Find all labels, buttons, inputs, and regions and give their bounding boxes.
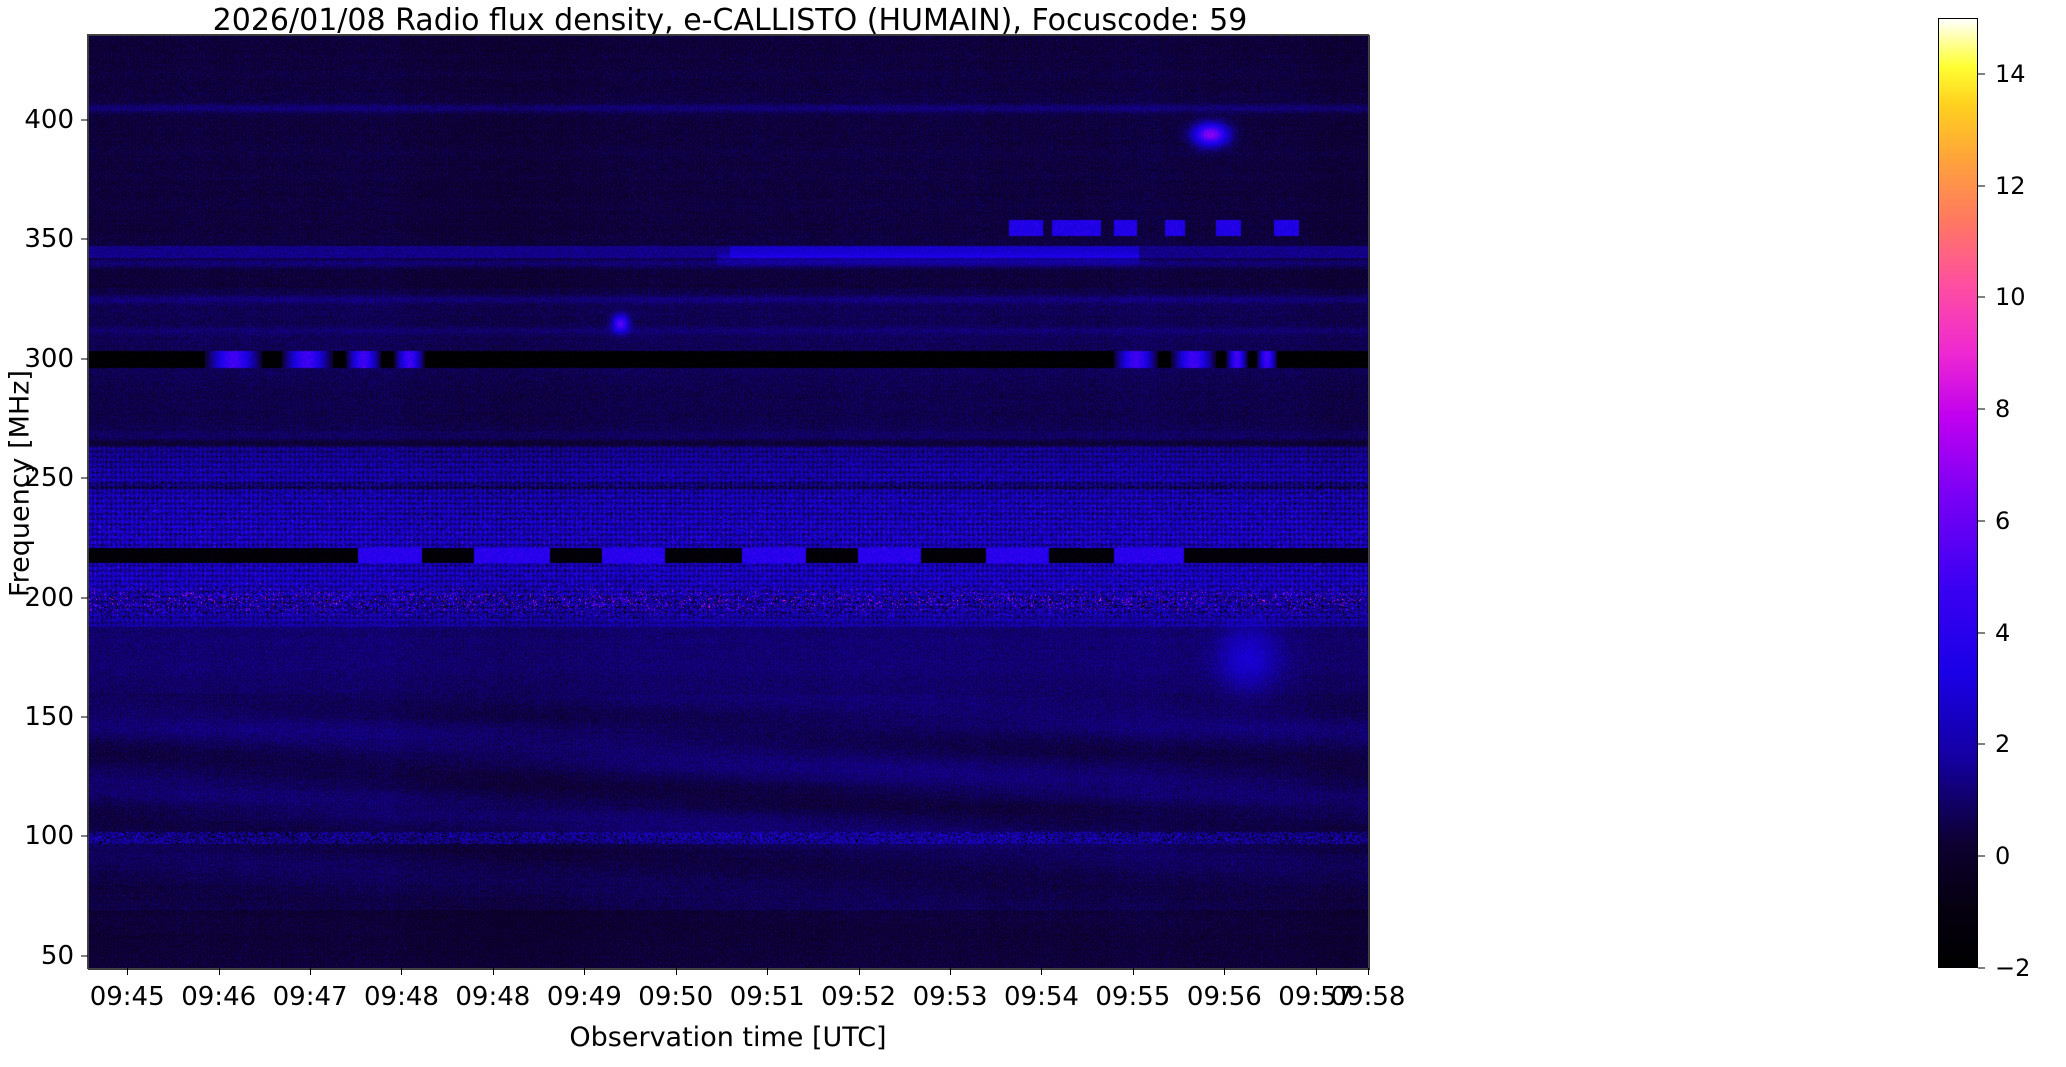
x-tick-mark xyxy=(1132,968,1134,975)
y-axis-label: Frequency [MHz] xyxy=(4,370,36,597)
y-tick-label: 200 xyxy=(24,582,74,613)
spectrogram-image xyxy=(89,36,1369,969)
colorbar-tick-label: 12 xyxy=(1995,171,2026,200)
x-tick-label: 09:56 xyxy=(1186,982,1262,1012)
y-tick-mark xyxy=(81,119,88,121)
colorbar-axis: 14 12 10 8 6 4 2 0 −2 xyxy=(1978,18,2058,982)
x-tick-mark xyxy=(1368,968,1369,975)
y-tick-mark xyxy=(81,835,88,837)
x-tick-mark xyxy=(584,968,586,975)
spectrogram-plot[interactable] xyxy=(88,35,1370,970)
y-axis: 400 350 300 250 200 150 100 50 xyxy=(0,35,88,971)
colorbar-tick-mark xyxy=(1978,408,1985,410)
y-tick-mark xyxy=(81,477,88,479)
x-axis-label: Observation time [UTC] xyxy=(569,1022,887,1053)
colorbar-tick-label: 4 xyxy=(1995,618,2011,647)
colorbar-tick-mark xyxy=(1978,855,1985,857)
colorbar-tick-label: 2 xyxy=(1995,730,2011,759)
page-title: 2026/01/08 Radio flux density, e-CALLIST… xyxy=(212,2,1248,38)
x-tick-label: 09:55 xyxy=(1095,982,1171,1012)
colorbar-tick-mark xyxy=(1978,73,1985,75)
x-tick-mark xyxy=(858,968,860,975)
colorbar-tick-mark xyxy=(1978,520,1985,522)
x-tick-label: 09:58 xyxy=(1330,982,1406,1012)
x-tick-mark xyxy=(675,968,677,975)
colorbar-gradient xyxy=(1938,18,1978,968)
x-tick-mark xyxy=(1315,968,1317,975)
y-tick-label: 350 xyxy=(24,224,74,255)
y-tick-label: 300 xyxy=(24,343,74,374)
x-tick-label: 09:46 xyxy=(181,982,257,1012)
x-tick-mark xyxy=(1041,968,1043,975)
x-tick-mark xyxy=(1224,968,1226,975)
y-tick-mark xyxy=(81,716,88,718)
x-tick-mark xyxy=(401,968,403,975)
x-tick-label: 09:57 xyxy=(1278,982,1354,1012)
y-tick-label: 150 xyxy=(24,702,74,733)
y-tick-label: 50 xyxy=(40,940,74,971)
colorbar-tick-mark xyxy=(1978,967,1985,969)
y-tick-label: 100 xyxy=(24,821,74,852)
y-tick-label: 400 xyxy=(24,104,74,135)
x-tick-label: 09:49 xyxy=(546,982,622,1012)
y-tick-mark xyxy=(81,597,88,599)
colorbar-tick-label: −2 xyxy=(1995,954,2031,982)
x-tick-label: 09:52 xyxy=(821,982,897,1012)
x-tick-mark xyxy=(767,968,769,975)
x-tick-label: 09:48 xyxy=(455,982,531,1012)
colorbar-tick-label: 6 xyxy=(1995,506,2011,535)
y-tick-mark xyxy=(81,238,88,240)
colorbar-tick-mark xyxy=(1978,296,1985,298)
x-tick-label: 09:51 xyxy=(729,982,805,1012)
colorbar-tick-mark xyxy=(1978,632,1985,634)
x-tick-mark xyxy=(127,968,129,975)
y-tick-mark xyxy=(81,955,88,957)
x-tick-label: 09:50 xyxy=(638,982,714,1012)
colorbar-tick-mark xyxy=(1978,743,1985,745)
x-tick-label: 09:53 xyxy=(912,982,988,1012)
colorbar-tick-label: 0 xyxy=(1995,842,2011,871)
x-tick-mark xyxy=(492,968,494,975)
x-tick-label: 09:48 xyxy=(364,982,439,1012)
colorbar-tick-label: 8 xyxy=(1995,395,2011,424)
x-tick-mark xyxy=(218,968,220,975)
colorbar-tick-label: 14 xyxy=(1995,59,2026,88)
y-tick-mark xyxy=(81,358,88,360)
x-tick-mark xyxy=(950,968,952,975)
x-tick-mark xyxy=(310,968,312,975)
x-tick-label: 09:47 xyxy=(272,982,348,1012)
x-tick-label: 09:45 xyxy=(89,982,165,1012)
x-tick-label: 09:54 xyxy=(1004,982,1079,1012)
colorbar-tick-label: 10 xyxy=(1995,283,2026,312)
x-axis: 09:45 09:46 09:47 09:48 09:48 09:49 09:50 09:51… xyxy=(88,968,1405,1028)
y-tick-label: 250 xyxy=(24,463,74,494)
colorbar-tick-mark xyxy=(1978,185,1985,187)
